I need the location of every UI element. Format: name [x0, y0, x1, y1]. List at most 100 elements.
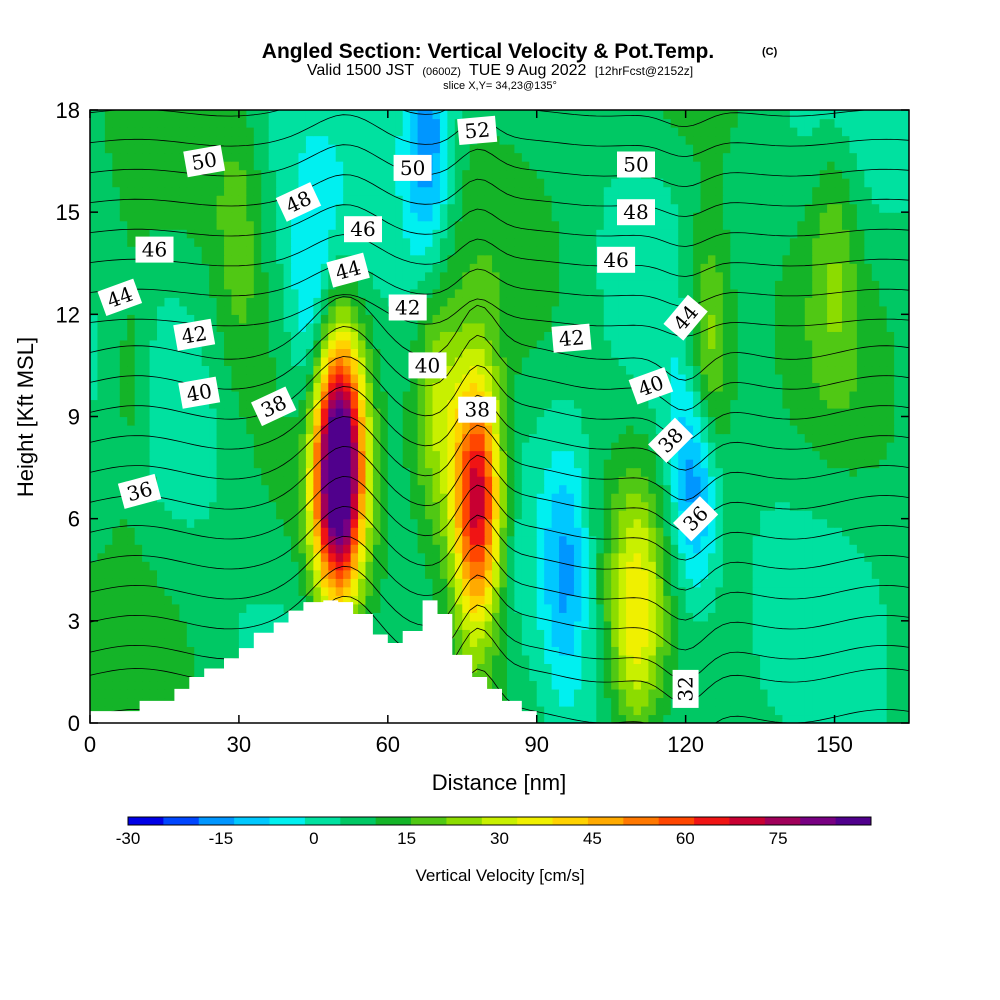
velocity-cell [335, 552, 344, 562]
velocity-cell [901, 671, 909, 682]
velocity-cell [715, 620, 724, 630]
velocity-cell [186, 595, 195, 605]
velocity-cell [678, 646, 687, 656]
velocity-cell [194, 484, 203, 494]
velocity-cell [834, 705, 843, 716]
velocity-cell [700, 586, 709, 596]
velocity-cell [678, 484, 687, 494]
velocity-cell [581, 620, 590, 630]
velocity-cell [707, 365, 717, 375]
velocity-cell [648, 339, 657, 349]
velocity-cell [901, 697, 909, 707]
velocity-cell [827, 637, 836, 647]
velocity-cell [566, 646, 575, 656]
velocity-cell [179, 535, 188, 545]
velocity-cell [752, 407, 761, 418]
velocity-cell [670, 637, 679, 647]
velocity-cell [626, 442, 635, 452]
velocity-cell [536, 433, 545, 443]
velocity-cell [462, 339, 471, 349]
velocity-cell [611, 569, 620, 579]
velocity-cell [789, 407, 798, 418]
velocity-cell [730, 637, 739, 647]
velocity-cell [722, 450, 731, 460]
velocity-cell [856, 714, 865, 723]
velocity-cell [730, 518, 739, 528]
velocity-cell [596, 544, 605, 554]
velocity-cell [439, 476, 448, 486]
velocity-cell [238, 629, 247, 639]
velocity-cell [194, 365, 203, 375]
velocity-cell [387, 476, 396, 486]
velocity-cell [134, 331, 143, 341]
velocity-cell [506, 493, 515, 503]
velocity-cell [298, 552, 307, 562]
velocity-cell [588, 425, 597, 435]
velocity-cell [127, 390, 136, 401]
velocity-cell [782, 425, 791, 435]
velocity-cell [849, 603, 858, 613]
velocity-cell [618, 416, 627, 426]
velocity-cell [119, 442, 128, 452]
velocity-cell [447, 399, 456, 409]
velocity-cell [447, 510, 456, 520]
velocity-cell [700, 688, 709, 699]
velocity-cell [119, 646, 128, 656]
velocity-cell [209, 663, 218, 673]
velocity-cell [231, 399, 240, 409]
velocity-cell [157, 450, 166, 460]
velocity-cell [834, 339, 843, 349]
velocity-cell [201, 637, 210, 647]
velocity-cell [566, 467, 575, 477]
velocity-cell [603, 663, 612, 673]
velocity-cell [313, 348, 322, 358]
velocity-cell [618, 654, 627, 664]
velocity-cell [97, 450, 106, 460]
velocity-cell [499, 459, 508, 469]
velocity-cell [372, 612, 381, 622]
velocity-cell [693, 629, 702, 639]
velocity-cell [484, 603, 493, 613]
velocity-cell [633, 339, 642, 349]
velocity-cell [358, 561, 367, 571]
velocity-cell [97, 688, 106, 699]
velocity-cell [238, 348, 247, 358]
velocity-cell [827, 382, 836, 392]
velocity-cell [879, 339, 888, 349]
velocity-cell [789, 382, 798, 392]
velocity-cell [678, 459, 687, 469]
velocity-cell [871, 688, 880, 699]
velocity-cell [432, 552, 441, 562]
velocity-cell [372, 535, 381, 545]
velocity-cell [350, 544, 359, 554]
velocity-cell [894, 671, 903, 682]
velocity-cell [603, 425, 612, 435]
velocity-cell [573, 348, 582, 358]
velocity-cell [767, 373, 776, 384]
velocity-cell [335, 416, 344, 426]
velocity-cell [715, 527, 724, 537]
velocity-cell [603, 603, 612, 613]
velocity-cell [707, 612, 717, 622]
velocity-cell [856, 407, 865, 418]
velocity-cell [134, 416, 143, 426]
velocity-cell [216, 476, 225, 486]
velocity-cell [521, 569, 530, 579]
velocity-cell [648, 705, 657, 716]
velocity-cell [722, 476, 731, 486]
velocity-cell [335, 467, 344, 477]
velocity-cell [841, 476, 851, 486]
velocity-cell [134, 518, 143, 528]
velocity-cell [782, 646, 791, 656]
velocity-cell [514, 407, 523, 418]
velocity-cell [134, 373, 143, 384]
velocity-cell [737, 671, 746, 682]
velocity-cell [633, 493, 642, 503]
velocity-cell [432, 467, 441, 477]
velocity-cell [514, 561, 523, 571]
velocity-cell [760, 680, 769, 690]
velocity-cell [462, 552, 471, 562]
velocity-cell [276, 612, 285, 622]
velocity-cell [216, 484, 225, 494]
velocity-cell [834, 416, 843, 426]
